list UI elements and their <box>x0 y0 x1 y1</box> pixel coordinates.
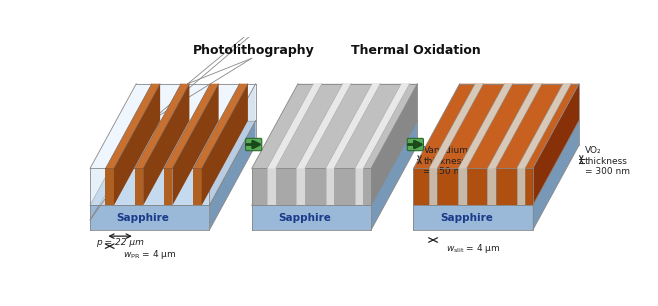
Polygon shape <box>413 121 579 205</box>
Polygon shape <box>371 121 417 230</box>
FancyBboxPatch shape <box>407 138 424 151</box>
Text: Vanadium
thickness
= 150 nm: Vanadium thickness = 150 nm <box>424 146 468 176</box>
Polygon shape <box>296 168 305 205</box>
Text: Photolithography: Photolithography <box>193 44 315 58</box>
Polygon shape <box>90 205 209 230</box>
Polygon shape <box>172 84 218 205</box>
Polygon shape <box>326 168 334 205</box>
Polygon shape <box>135 84 190 168</box>
Polygon shape <box>105 168 114 205</box>
Polygon shape <box>90 168 209 205</box>
Polygon shape <box>267 168 276 205</box>
Polygon shape <box>355 168 363 205</box>
Text: Sapphire: Sapphire <box>278 213 331 223</box>
Polygon shape <box>533 84 579 205</box>
Polygon shape <box>488 168 496 205</box>
Text: p = 22 μm: p = 22 μm <box>96 238 144 247</box>
Polygon shape <box>164 168 172 205</box>
Polygon shape <box>296 84 351 168</box>
Polygon shape <box>517 168 525 205</box>
Polygon shape <box>267 84 322 168</box>
Polygon shape <box>193 84 248 168</box>
Polygon shape <box>193 168 202 205</box>
Polygon shape <box>252 168 371 205</box>
Polygon shape <box>533 121 579 230</box>
Polygon shape <box>209 84 255 205</box>
Polygon shape <box>202 84 248 205</box>
Polygon shape <box>371 84 417 205</box>
Text: VO₂
thickness
= 300 nm: VO₂ thickness = 300 nm <box>585 146 630 176</box>
Text: $w_\mathrm{PR}$ = 4 μm: $w_\mathrm{PR}$ = 4 μm <box>123 248 176 261</box>
Text: Sapphire: Sapphire <box>440 213 493 223</box>
Polygon shape <box>105 84 160 168</box>
Polygon shape <box>164 84 218 168</box>
Polygon shape <box>252 84 417 168</box>
FancyBboxPatch shape <box>245 138 262 151</box>
Polygon shape <box>114 84 160 205</box>
Polygon shape <box>252 121 417 205</box>
Polygon shape <box>143 84 190 205</box>
Polygon shape <box>90 84 255 168</box>
Polygon shape <box>252 205 371 230</box>
Polygon shape <box>458 84 513 168</box>
Polygon shape <box>413 205 533 230</box>
Polygon shape <box>135 168 143 205</box>
Polygon shape <box>413 84 579 168</box>
Polygon shape <box>90 121 255 205</box>
Polygon shape <box>326 84 380 168</box>
Text: Sapphire: Sapphire <box>116 213 169 223</box>
Polygon shape <box>488 84 542 168</box>
Polygon shape <box>355 84 409 168</box>
Text: $w_\mathrm{slit}$ = 4 μm: $w_\mathrm{slit}$ = 4 μm <box>446 241 500 255</box>
Polygon shape <box>209 121 255 230</box>
Polygon shape <box>429 84 484 168</box>
Polygon shape <box>517 84 571 168</box>
Polygon shape <box>458 168 467 205</box>
Polygon shape <box>429 168 438 205</box>
Polygon shape <box>413 168 533 205</box>
Text: Thermal Oxidation: Thermal Oxidation <box>351 44 480 58</box>
